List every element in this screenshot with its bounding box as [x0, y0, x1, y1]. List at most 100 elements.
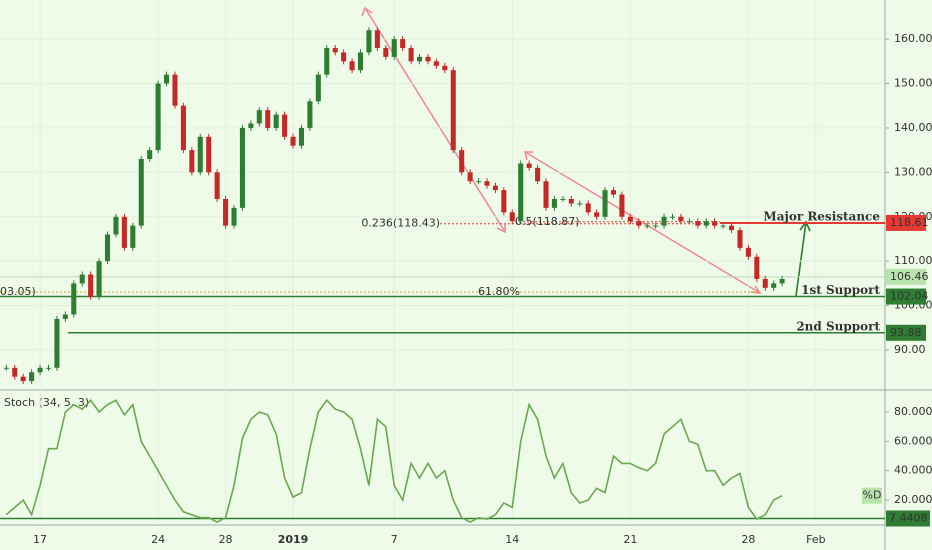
y-tick-label: 130.00 — [894, 165, 932, 178]
candle-body — [88, 274, 94, 297]
candle-body — [130, 225, 136, 248]
candle-body — [467, 172, 473, 182]
candle-body — [29, 372, 35, 382]
candle-body — [239, 127, 245, 208]
candle-body — [518, 163, 524, 222]
candle-body — [703, 221, 709, 226]
candle-body — [627, 216, 633, 222]
candle-body — [450, 70, 456, 151]
level-price-box — [886, 288, 926, 305]
candle-body — [298, 127, 304, 146]
candle-body — [737, 230, 743, 248]
candle-body — [501, 190, 507, 213]
candle-body — [754, 256, 760, 279]
candle-body — [442, 65, 448, 71]
candle-body — [762, 278, 768, 288]
candle-body — [332, 47, 338, 53]
candle-body — [568, 198, 574, 204]
candle-body — [391, 39, 397, 57]
candle-body — [560, 198, 566, 200]
candle-body — [425, 56, 431, 62]
level-price: 93.88 — [890, 326, 922, 339]
candle-body — [79, 274, 85, 284]
candle-body — [535, 167, 541, 182]
candle-body — [619, 194, 625, 217]
candle-body — [745, 247, 751, 257]
level-name: Major Resistance — [763, 209, 880, 223]
candle-body — [720, 225, 726, 227]
candle-body — [408, 47, 414, 62]
candle-body — [728, 225, 735, 231]
candle-body — [62, 314, 68, 319]
x-tick-label: Feb — [806, 533, 825, 546]
candle-body — [315, 74, 321, 102]
y-tick-label: 140.00 — [894, 121, 932, 134]
candle-body — [180, 105, 186, 151]
candle-body — [45, 367, 52, 369]
candle-body — [484, 181, 490, 186]
candle-body — [543, 181, 549, 208]
candle-body — [661, 216, 667, 226]
trend-arrows — [361, 6, 762, 294]
candle-body — [577, 203, 583, 205]
x-tick-label: 14 — [505, 533, 519, 546]
candle-body — [273, 114, 279, 128]
legend-label: %D — [863, 489, 882, 502]
candle-body — [256, 110, 262, 124]
candle-body — [374, 30, 380, 48]
x-tick-label: 21 — [623, 533, 637, 546]
candle-body — [771, 283, 777, 288]
candle-body — [526, 163, 532, 168]
level-name: 1st Support — [801, 283, 880, 297]
candle-body — [678, 216, 684, 222]
x-tick-label: 24 — [151, 533, 165, 546]
x-tick-label: 7 — [391, 533, 398, 546]
candle-body — [164, 74, 170, 84]
candle-body — [54, 318, 60, 368]
candle-body — [248, 123, 254, 128]
candle-body — [653, 225, 659, 227]
candle-body — [20, 376, 26, 382]
candle-body — [349, 61, 355, 71]
candle-body — [357, 52, 364, 71]
candle-body — [71, 283, 77, 315]
candle-body — [104, 234, 111, 262]
candle-body — [594, 212, 600, 217]
candle-body — [459, 150, 465, 173]
candle-body — [197, 136, 203, 173]
candle-body — [636, 221, 642, 226]
candle-body — [400, 39, 406, 48]
candle-body — [12, 367, 18, 377]
x-tick-label: 28 — [741, 533, 755, 546]
y-tick-label: 160.00 — [894, 32, 932, 45]
candle-body — [695, 221, 701, 226]
candle-body — [265, 110, 271, 128]
fib-label: 61.80% — [478, 285, 520, 298]
candle-body — [779, 278, 785, 284]
indicator-title: Stoch (34, 5, 3) — [4, 396, 89, 409]
fib-label: 0.5(118.87) — [515, 215, 580, 228]
candle-body — [147, 150, 153, 160]
stoch-level-label: 7.4408 — [889, 511, 928, 524]
candle-body — [138, 159, 144, 226]
x-tick-label: 2019 — [278, 533, 309, 546]
candle-body — [610, 190, 617, 195]
candle-body — [492, 185, 498, 191]
candle-body — [602, 190, 608, 217]
candle-body — [155, 83, 161, 151]
legend-box — [862, 487, 882, 504]
candle-body — [383, 47, 389, 57]
candle-body — [189, 150, 195, 173]
candle-body — [290, 136, 296, 146]
candle-body — [113, 216, 119, 235]
candle-body — [509, 212, 515, 222]
candle-body — [416, 56, 423, 62]
level-name: 2nd Support — [796, 319, 880, 333]
candle-body — [223, 198, 229, 226]
level-price: 118.61 — [890, 216, 929, 229]
